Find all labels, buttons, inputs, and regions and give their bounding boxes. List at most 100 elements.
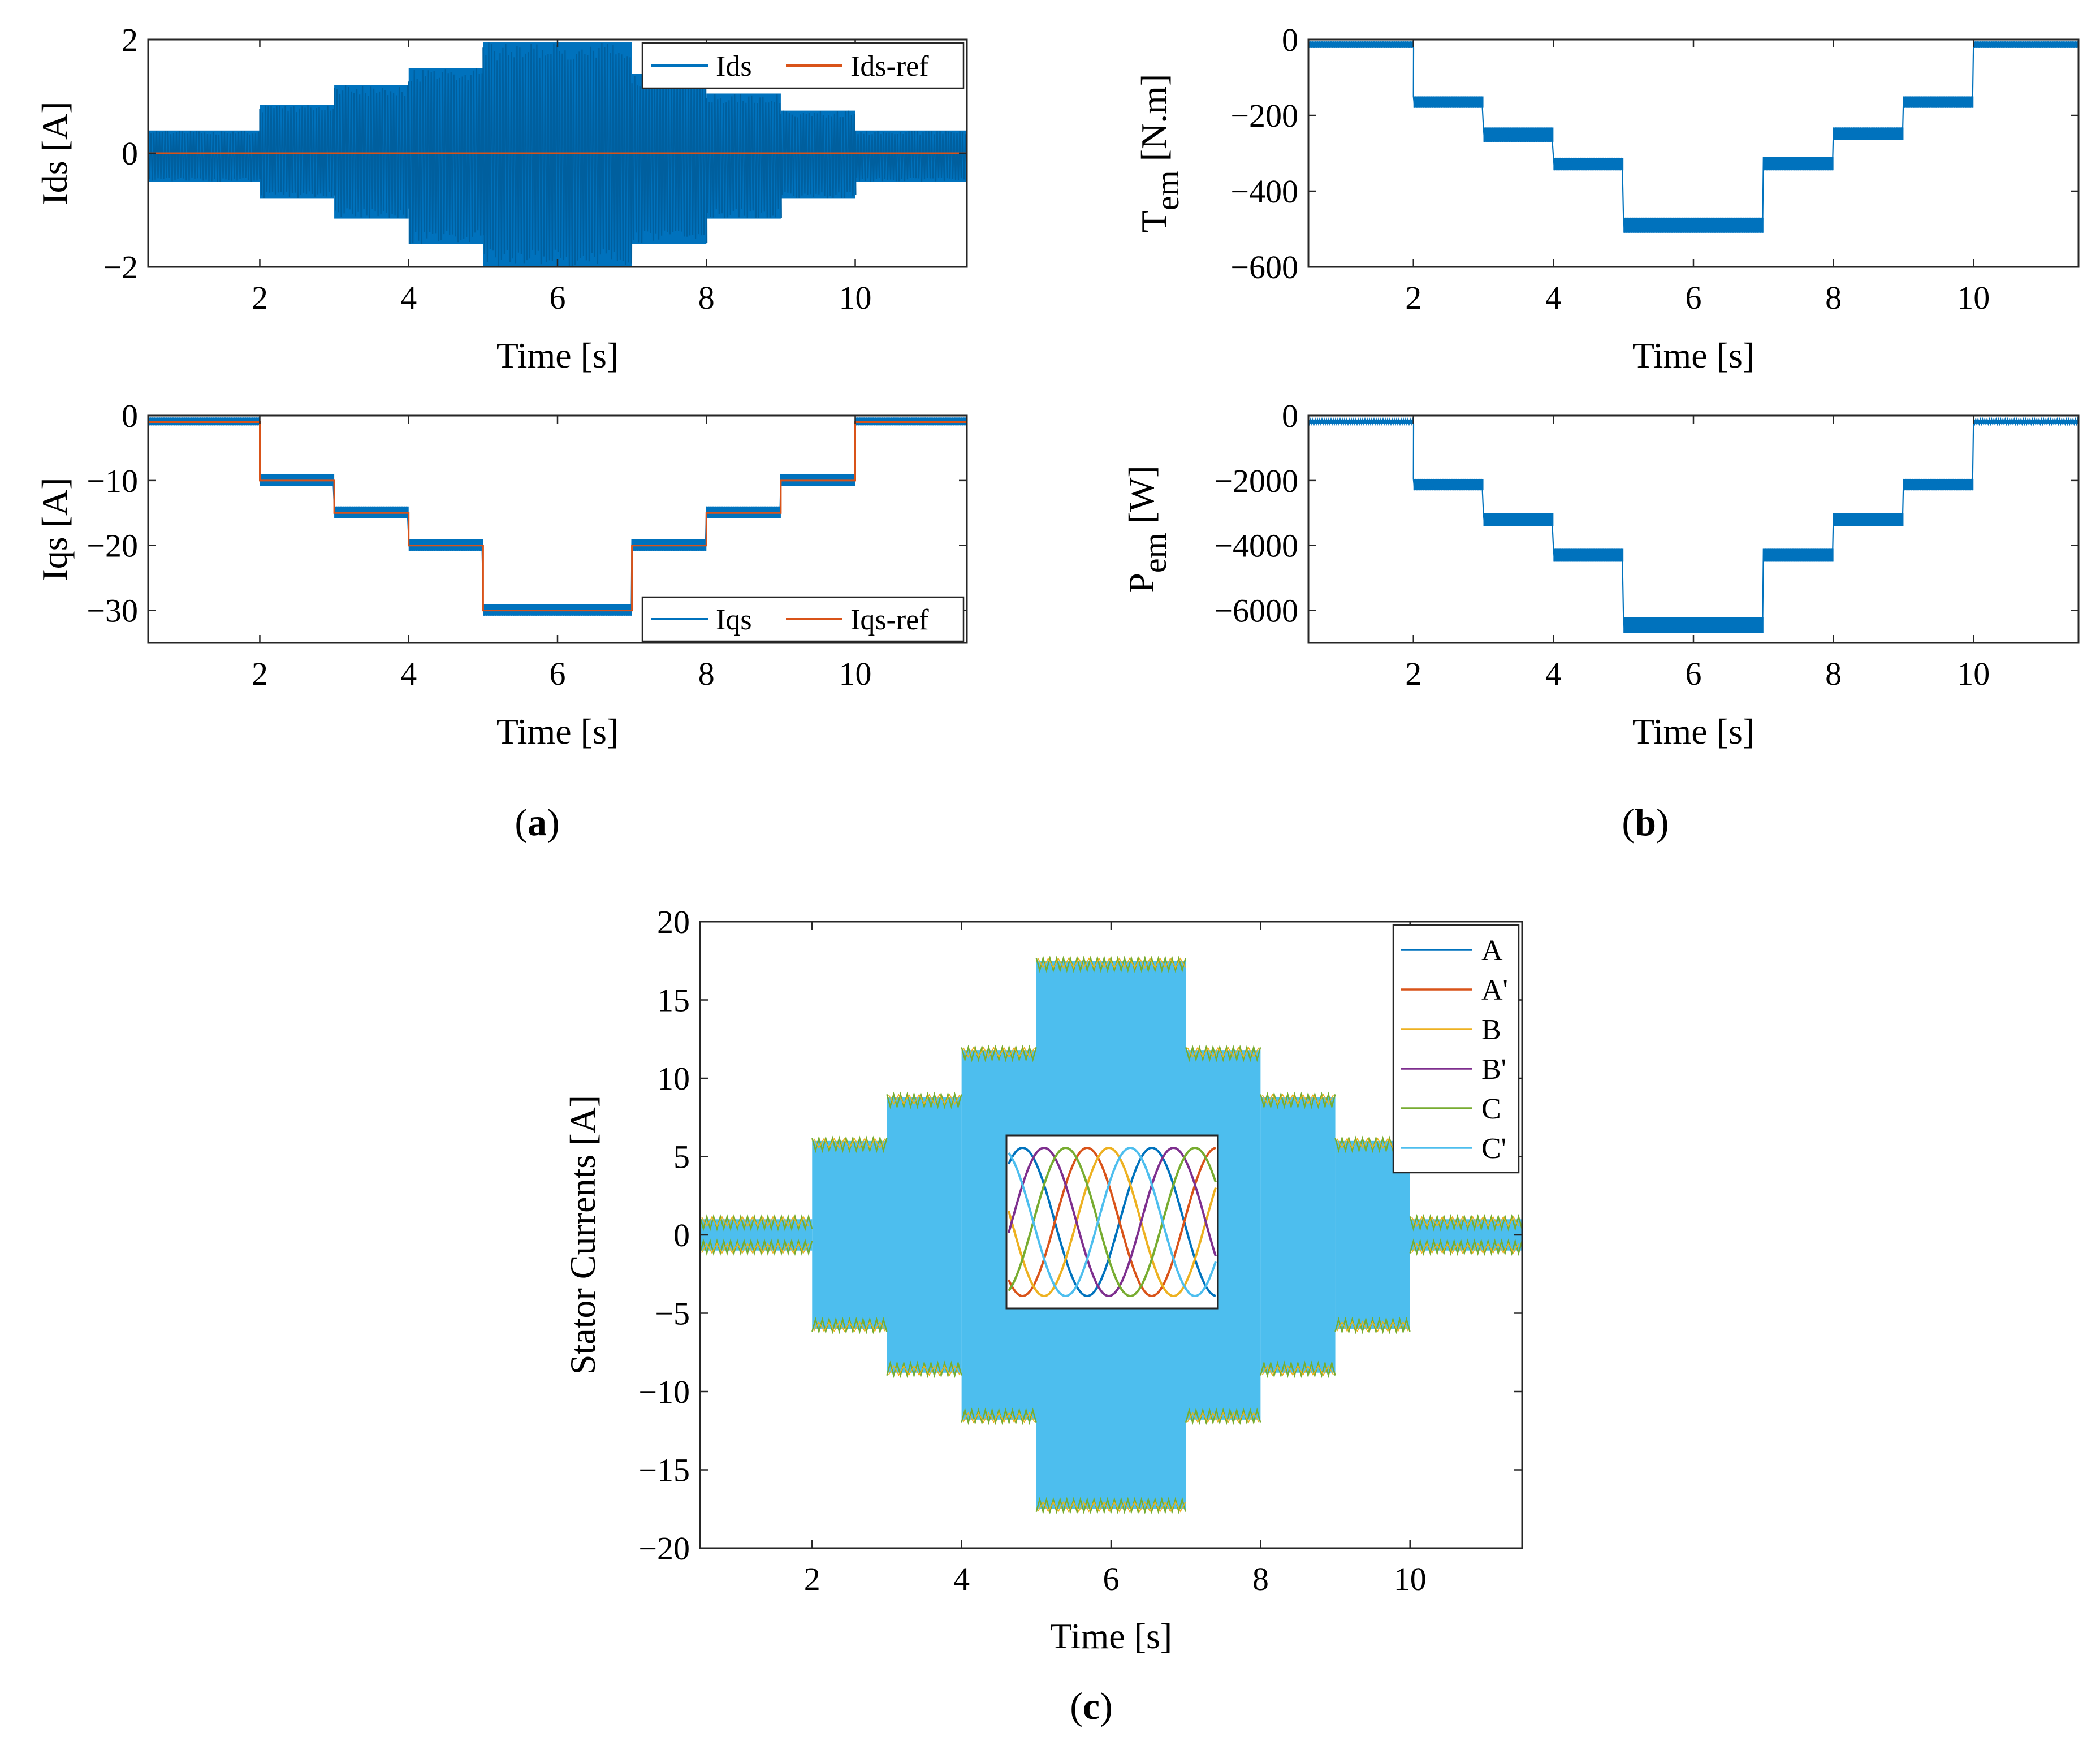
stator-envelope-edge-b: [888, 1364, 961, 1376]
iqs-ytick-label: −10: [87, 463, 138, 499]
pem-y-label-main: P: [1121, 573, 1161, 593]
stator-legend-label: B: [1481, 1014, 1501, 1046]
iqs-ticks: 2 4 6 8 10 −30 −20 −10 0: [87, 397, 967, 692]
pem-ytick-label: −6000: [1214, 593, 1298, 629]
stator-envelope-edge: [811, 1316, 888, 1334]
iqs-ytick-label: −20: [87, 528, 138, 564]
stator-envelope-edge-b: [1187, 1412, 1259, 1423]
panel-label-c-open: (: [1070, 1684, 1083, 1727]
pem-ticks: 2 4 6 8 10 −6000 −4000 −2000 0: [1214, 397, 2079, 692]
tem-xtick-label: 8: [1825, 279, 1842, 316]
pem-xtick-label: 2: [1405, 655, 1421, 692]
stator-envelope-edge: [1334, 1316, 1411, 1334]
tem-xtick-label: 4: [1545, 279, 1562, 316]
iqs-xtick-label: 8: [698, 655, 715, 692]
pem-plot-area: [1308, 417, 2079, 633]
stator-envelope-edge-b: [1187, 1047, 1259, 1058]
iqs-x-axis-label: Time [s]: [496, 711, 619, 751]
stator-envelope-edge: [886, 1360, 962, 1379]
panel-label-b: (b): [1622, 801, 1669, 844]
stator-envelope-edge-b: [962, 1412, 1035, 1423]
ids-xtick-label: 4: [400, 279, 417, 316]
stator-envelope-edge: [1260, 1360, 1336, 1379]
iqs-plot-area: [148, 417, 967, 616]
ids-ytick-label: −2: [103, 249, 138, 286]
panel-label-c-close: ): [1100, 1684, 1113, 1727]
pem-series-texture: [1308, 417, 2079, 633]
stator-legend-box: [1392, 924, 1520, 1174]
tem-y-axis-label: Tem [N.m]: [1134, 74, 1186, 233]
panel-label-c-letter: c: [1083, 1684, 1100, 1727]
inset-wave-C: [1008, 1146, 1217, 1297]
stator-envelope-edge-b: [701, 1216, 809, 1228]
ids-legend: Ids Ids-ref: [641, 42, 965, 89]
stator-envelope-edge-b: [1336, 1321, 1409, 1333]
panel-label-b-close: ): [1656, 801, 1669, 844]
stator-envelope-edge: [1035, 955, 1187, 973]
ids-xtick-label: 2: [252, 279, 268, 316]
stator-xtick-label: 2: [804, 1561, 820, 1597]
stator-legend-label: A: [1481, 935, 1503, 967]
stator-ytick-label: 15: [657, 982, 690, 1019]
iqs-ytick-label: 0: [122, 397, 138, 434]
ids-xtick-label: 8: [698, 279, 715, 316]
stator-ytick-label: 0: [673, 1217, 690, 1254]
tem-ytick-label: 0: [1282, 21, 1298, 58]
pem-ytick-label: −4000: [1214, 528, 1298, 564]
tem-y-label-sub: em: [1149, 170, 1186, 210]
stator-y-axis-label: Stator Currents [A]: [563, 1095, 603, 1375]
stator-envelope-edge-b: [1411, 1242, 1519, 1254]
tem-xtick-label: 2: [1405, 279, 1421, 316]
pem-xtick-label: 6: [1686, 655, 1702, 692]
pem-y-axis-label: Pem [W]: [1121, 465, 1173, 593]
stator-ytick-label: −10: [638, 1373, 690, 1410]
stator-xtick-label: 10: [1394, 1561, 1427, 1597]
iqs-series-texture: [148, 417, 967, 616]
stator-legend-label: B': [1481, 1053, 1506, 1086]
ids-ytick-label: 0: [122, 135, 138, 172]
iqs-ref-series: [148, 421, 967, 612]
iqs-ytick-label: −30: [87, 593, 138, 629]
panel-label-a-letter: a: [528, 801, 547, 844]
tem-ytick-label: −200: [1230, 97, 1298, 134]
iqs-legend-label-iqs-ref: Iqs-ref: [850, 604, 929, 636]
iqs-legend: Iqs Iqs-ref: [641, 596, 965, 642]
stator-xtick-label: 8: [1252, 1561, 1269, 1597]
tem-y-label-unit: [N.m]: [1134, 74, 1174, 171]
stator-envelope-edge: [1260, 1091, 1336, 1109]
stator-envelope-edge-b: [813, 1321, 886, 1333]
pem-xtick-label: 10: [1957, 655, 1990, 692]
stator-envelope-edge-b: [962, 1047, 1035, 1058]
ids-ticks: 2 4 6 8 10 −2 0 2: [103, 21, 967, 316]
stator-envelope-segment: [1260, 1097, 1336, 1373]
ids-x-axis-label: Time [s]: [496, 335, 619, 375]
stator-ytick-label: 5: [673, 1139, 690, 1176]
chart-iqs: 2 4 6 8 10 −30 −20 −10 0 Time [s] Iqs [A] Iqs Iq…: [34, 397, 968, 751]
stator-envelope-segment: [887, 1097, 962, 1373]
stator-envelope-edge-b: [1038, 957, 1186, 969]
stator-envelope-edge: [811, 1135, 888, 1153]
stator-legend-label: C: [1481, 1093, 1501, 1125]
ids-series-texture: [148, 42, 967, 267]
stator-ytick-label: 10: [657, 1060, 690, 1097]
chart-stator: 2 4 6 8 10 −20 −15 −10 −5 0 5 10 15 20 Time [s] Stato…: [563, 904, 1523, 1656]
tem-axes-box: [1307, 38, 2080, 268]
pem-y-label-unit: [W]: [1121, 465, 1161, 533]
tem-xtick-label: 6: [1686, 279, 1702, 316]
pem-y-label-sub: em: [1137, 533, 1173, 573]
inset-wave-Cp: [1008, 1147, 1217, 1298]
ids-ytick-label: 2: [122, 21, 138, 58]
pem-xtick-label: 4: [1545, 655, 1562, 692]
pem-xtick-label: 8: [1825, 655, 1842, 692]
stator-envelope-edge: [1185, 1407, 1261, 1425]
stator-envelope-edge-b: [1261, 1364, 1334, 1376]
panel-label-c: (c): [1070, 1684, 1113, 1727]
pem-ytick-label: 0: [1282, 397, 1298, 434]
iqs-xtick-label: 10: [839, 655, 872, 692]
stator-envelope-edge-b: [1411, 1216, 1519, 1228]
stator-envelope-edge: [886, 1091, 962, 1109]
stator-ytick-label: −15: [638, 1452, 690, 1489]
inset-wave-Ap: [1008, 1146, 1216, 1298]
chart-pem: 2 4 6 8 10 −6000 −4000 −2000 0 Time [s] Pem [W]: [1121, 397, 2080, 751]
